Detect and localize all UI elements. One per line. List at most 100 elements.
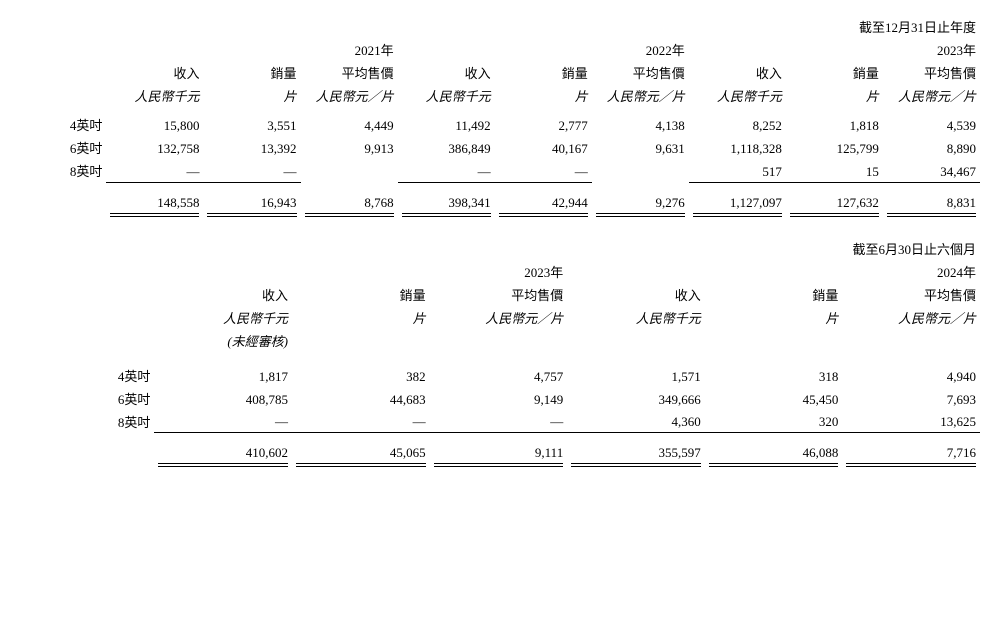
cell: 7,693 [842, 387, 980, 410]
col-header: 平均售價 [430, 283, 568, 306]
cell: 11,492 [398, 113, 495, 136]
col-unit: 人民幣元／片 [592, 84, 689, 107]
col-unit: 人民幣千元 [689, 84, 786, 107]
cell: 125,799 [786, 136, 883, 159]
interim-table: 截至6月30日止六個月 2023年 2024年 收入 銷量 平均售價 收入 銷量… [20, 237, 980, 470]
cell: 8,252 [689, 113, 786, 136]
col-unit: 人民幣元／片 [883, 84, 980, 107]
col-unit: 人民幣元／片 [842, 306, 980, 329]
total-cell: 7,716 [842, 443, 980, 469]
total-cell: 45,065 [292, 443, 430, 469]
totals-row: 410,602 45,065 9,111 355,597 46,088 7,71… [20, 443, 980, 469]
col-unit: 人民幣千元 [398, 84, 495, 107]
col-header: 平均售價 [301, 61, 398, 84]
cell: 15 [786, 159, 883, 182]
col-unit: 片 [292, 306, 430, 329]
cell: — [398, 159, 495, 182]
cell: 40,167 [495, 136, 592, 159]
table-row: 8英吋 — — — 4,360 320 13,625 [20, 410, 980, 433]
cell: 4,757 [430, 364, 568, 387]
col-unit: 片 [705, 306, 843, 329]
cell: 9,913 [301, 136, 398, 159]
total-cell: 410,602 [154, 443, 292, 469]
table-row: 6英吋 408,785 44,683 9,149 349,666 45,450 … [20, 387, 980, 410]
year-2024: 2024年 [567, 260, 980, 283]
cell: 44,683 [292, 387, 430, 410]
total-cell: 127,632 [786, 193, 883, 219]
cell: 382 [292, 364, 430, 387]
year-2021: 2021年 [106, 38, 397, 61]
col-unit: 人民幣元／片 [430, 306, 568, 329]
table-row: 4英吋 15,800 3,551 4,449 11,492 2,777 4,13… [20, 113, 980, 136]
row-label: 4英吋 [20, 113, 106, 136]
col-header: 收入 [106, 61, 203, 84]
col-unit: 片 [495, 84, 592, 107]
row-label: 8英吋 [20, 159, 106, 182]
period-title: 截至6月30日止六個月 [154, 237, 980, 260]
col-header: 收入 [398, 61, 495, 84]
col-header: 銷量 [786, 61, 883, 84]
cell [592, 159, 689, 182]
table-row: 4英吋 1,817 382 4,757 1,571 318 4,940 [20, 364, 980, 387]
total-cell: 9,276 [592, 193, 689, 219]
total-cell: 148,558 [106, 193, 203, 219]
cell: 318 [705, 364, 843, 387]
year-2023: 2023年 [154, 260, 567, 283]
row-label: 6英吋 [20, 387, 154, 410]
cell: 9,631 [592, 136, 689, 159]
cell: — [430, 410, 568, 433]
cell: 3,551 [203, 113, 300, 136]
cell: 13,625 [842, 410, 980, 433]
col-header: 銷量 [705, 283, 843, 306]
col-unit: 片 [786, 84, 883, 107]
col-header: 平均售價 [883, 61, 980, 84]
total-cell: 8,768 [301, 193, 398, 219]
table-row: 8英吋 — — — — 517 15 34,467 [20, 159, 980, 182]
totals-row: 148,558 16,943 8,768 398,341 42,944 9,27… [20, 193, 980, 219]
cell: 132,758 [106, 136, 203, 159]
year-2023: 2023年 [689, 38, 980, 61]
col-header: 銷量 [292, 283, 430, 306]
col-header: 收入 [689, 61, 786, 84]
col-header: 平均售價 [592, 61, 689, 84]
table-row: 6英吋 132,758 13,392 9,913 386,849 40,167 … [20, 136, 980, 159]
cell: 4,449 [301, 113, 398, 136]
cell: 517 [689, 159, 786, 182]
col-unit: 人民幣千元 [567, 306, 705, 329]
col-header: 收入 [567, 283, 705, 306]
cell: 1,818 [786, 113, 883, 136]
col-header: 收入 [154, 283, 292, 306]
total-cell: 1,127,097 [689, 193, 786, 219]
cell: 4,539 [883, 113, 980, 136]
col-unit: 人民幣千元 [154, 306, 292, 329]
cell: 1,571 [567, 364, 705, 387]
total-cell: 42,944 [495, 193, 592, 219]
cell: 4,940 [842, 364, 980, 387]
col-header: 銷量 [495, 61, 592, 84]
cell: 34,467 [883, 159, 980, 182]
total-cell: 398,341 [398, 193, 495, 219]
cell: 4,138 [592, 113, 689, 136]
total-cell: 355,597 [567, 443, 705, 469]
cell: 349,666 [567, 387, 705, 410]
cell: — [292, 410, 430, 433]
col-unit: 片 [203, 84, 300, 107]
cell: — [106, 159, 203, 182]
col-unit: 人民幣千元 [106, 84, 203, 107]
unaudited-note: (未經審核) [154, 329, 292, 352]
cell: — [203, 159, 300, 182]
cell: — [495, 159, 592, 182]
annual-table: 截至12月31日止年度 2021年 2022年 2023年 收入 銷量 平均售價… [20, 15, 980, 219]
period-title: 截至12月31日止年度 [106, 15, 980, 38]
cell: 13,392 [203, 136, 300, 159]
cell: 386,849 [398, 136, 495, 159]
cell: 8,890 [883, 136, 980, 159]
total-cell: 46,088 [705, 443, 843, 469]
cell: 45,450 [705, 387, 843, 410]
cell: 4,360 [567, 410, 705, 433]
cell: 15,800 [106, 113, 203, 136]
year-2022: 2022年 [398, 38, 689, 61]
cell: 1,118,328 [689, 136, 786, 159]
cell: 2,777 [495, 113, 592, 136]
total-cell: 16,943 [203, 193, 300, 219]
